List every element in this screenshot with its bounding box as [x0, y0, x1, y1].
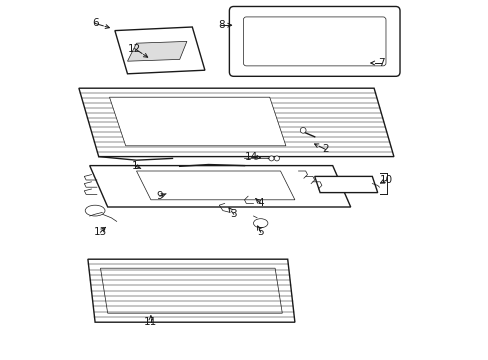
- Circle shape: [300, 127, 305, 133]
- Polygon shape: [314, 176, 377, 193]
- Polygon shape: [88, 259, 294, 322]
- Text: 14: 14: [244, 152, 258, 162]
- Text: 10: 10: [379, 175, 392, 185]
- Text: 5: 5: [257, 227, 264, 237]
- Circle shape: [274, 156, 279, 161]
- Text: 9: 9: [156, 191, 163, 201]
- Polygon shape: [101, 268, 282, 313]
- Polygon shape: [115, 27, 204, 74]
- Text: 11: 11: [144, 317, 157, 327]
- Text: 7: 7: [377, 58, 384, 68]
- Text: 8: 8: [217, 20, 224, 30]
- Ellipse shape: [85, 205, 105, 216]
- Text: 4: 4: [257, 198, 264, 208]
- FancyBboxPatch shape: [243, 17, 385, 66]
- Polygon shape: [136, 171, 294, 200]
- FancyBboxPatch shape: [229, 6, 399, 76]
- Text: 1: 1: [131, 161, 138, 171]
- Polygon shape: [109, 97, 285, 146]
- Text: 6: 6: [92, 18, 98, 28]
- Polygon shape: [127, 41, 186, 61]
- Ellipse shape: [253, 219, 267, 228]
- Text: 2: 2: [322, 144, 328, 154]
- Polygon shape: [89, 166, 350, 207]
- Text: 12: 12: [128, 44, 141, 54]
- Circle shape: [268, 156, 273, 161]
- Text: 3: 3: [230, 209, 237, 219]
- Text: 13: 13: [94, 227, 107, 237]
- Polygon shape: [79, 88, 393, 157]
